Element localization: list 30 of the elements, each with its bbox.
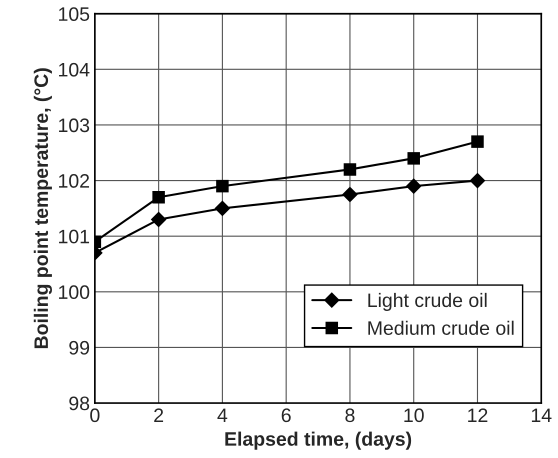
y-tick-label: 104 [59, 62, 90, 77]
y-tick-label: 101 [59, 230, 90, 244]
point [471, 135, 484, 148]
legend-label: Light crude oil [368, 292, 487, 311]
x-tick-label: 14 [532, 408, 552, 422]
x-tick-label: 10 [404, 408, 424, 422]
x-tick-label: 4 [217, 408, 228, 422]
y-tick-label: 98 [69, 396, 90, 410]
y-tick-label: 103 [59, 118, 90, 132]
x-tick-label: 2 [154, 408, 164, 422]
point [406, 178, 422, 194]
point [151, 212, 166, 228]
x-tick-label: 12 [468, 408, 488, 422]
x-tick-label: 0 [90, 408, 100, 422]
y-tick-label: 102 [59, 174, 90, 188]
y-tick-label: 100 [59, 285, 90, 300]
x-tick-label: 8 [345, 408, 355, 422]
point [470, 173, 486, 188]
y-tick-label: 99 [69, 340, 90, 355]
y-axis-title: Boiling point temperature, (°C) [34, 68, 52, 348]
point [344, 163, 356, 176]
point [342, 186, 358, 202]
x-axis-title: Elapsed time, (days) [225, 432, 412, 450]
point [152, 191, 165, 204]
point [214, 200, 230, 216]
point [216, 180, 229, 192]
y-tick-label: 105 [59, 7, 90, 21]
x-tick-label: 6 [282, 408, 291, 422]
point [407, 152, 420, 165]
legend-label: Medium crude oil [368, 320, 514, 335]
